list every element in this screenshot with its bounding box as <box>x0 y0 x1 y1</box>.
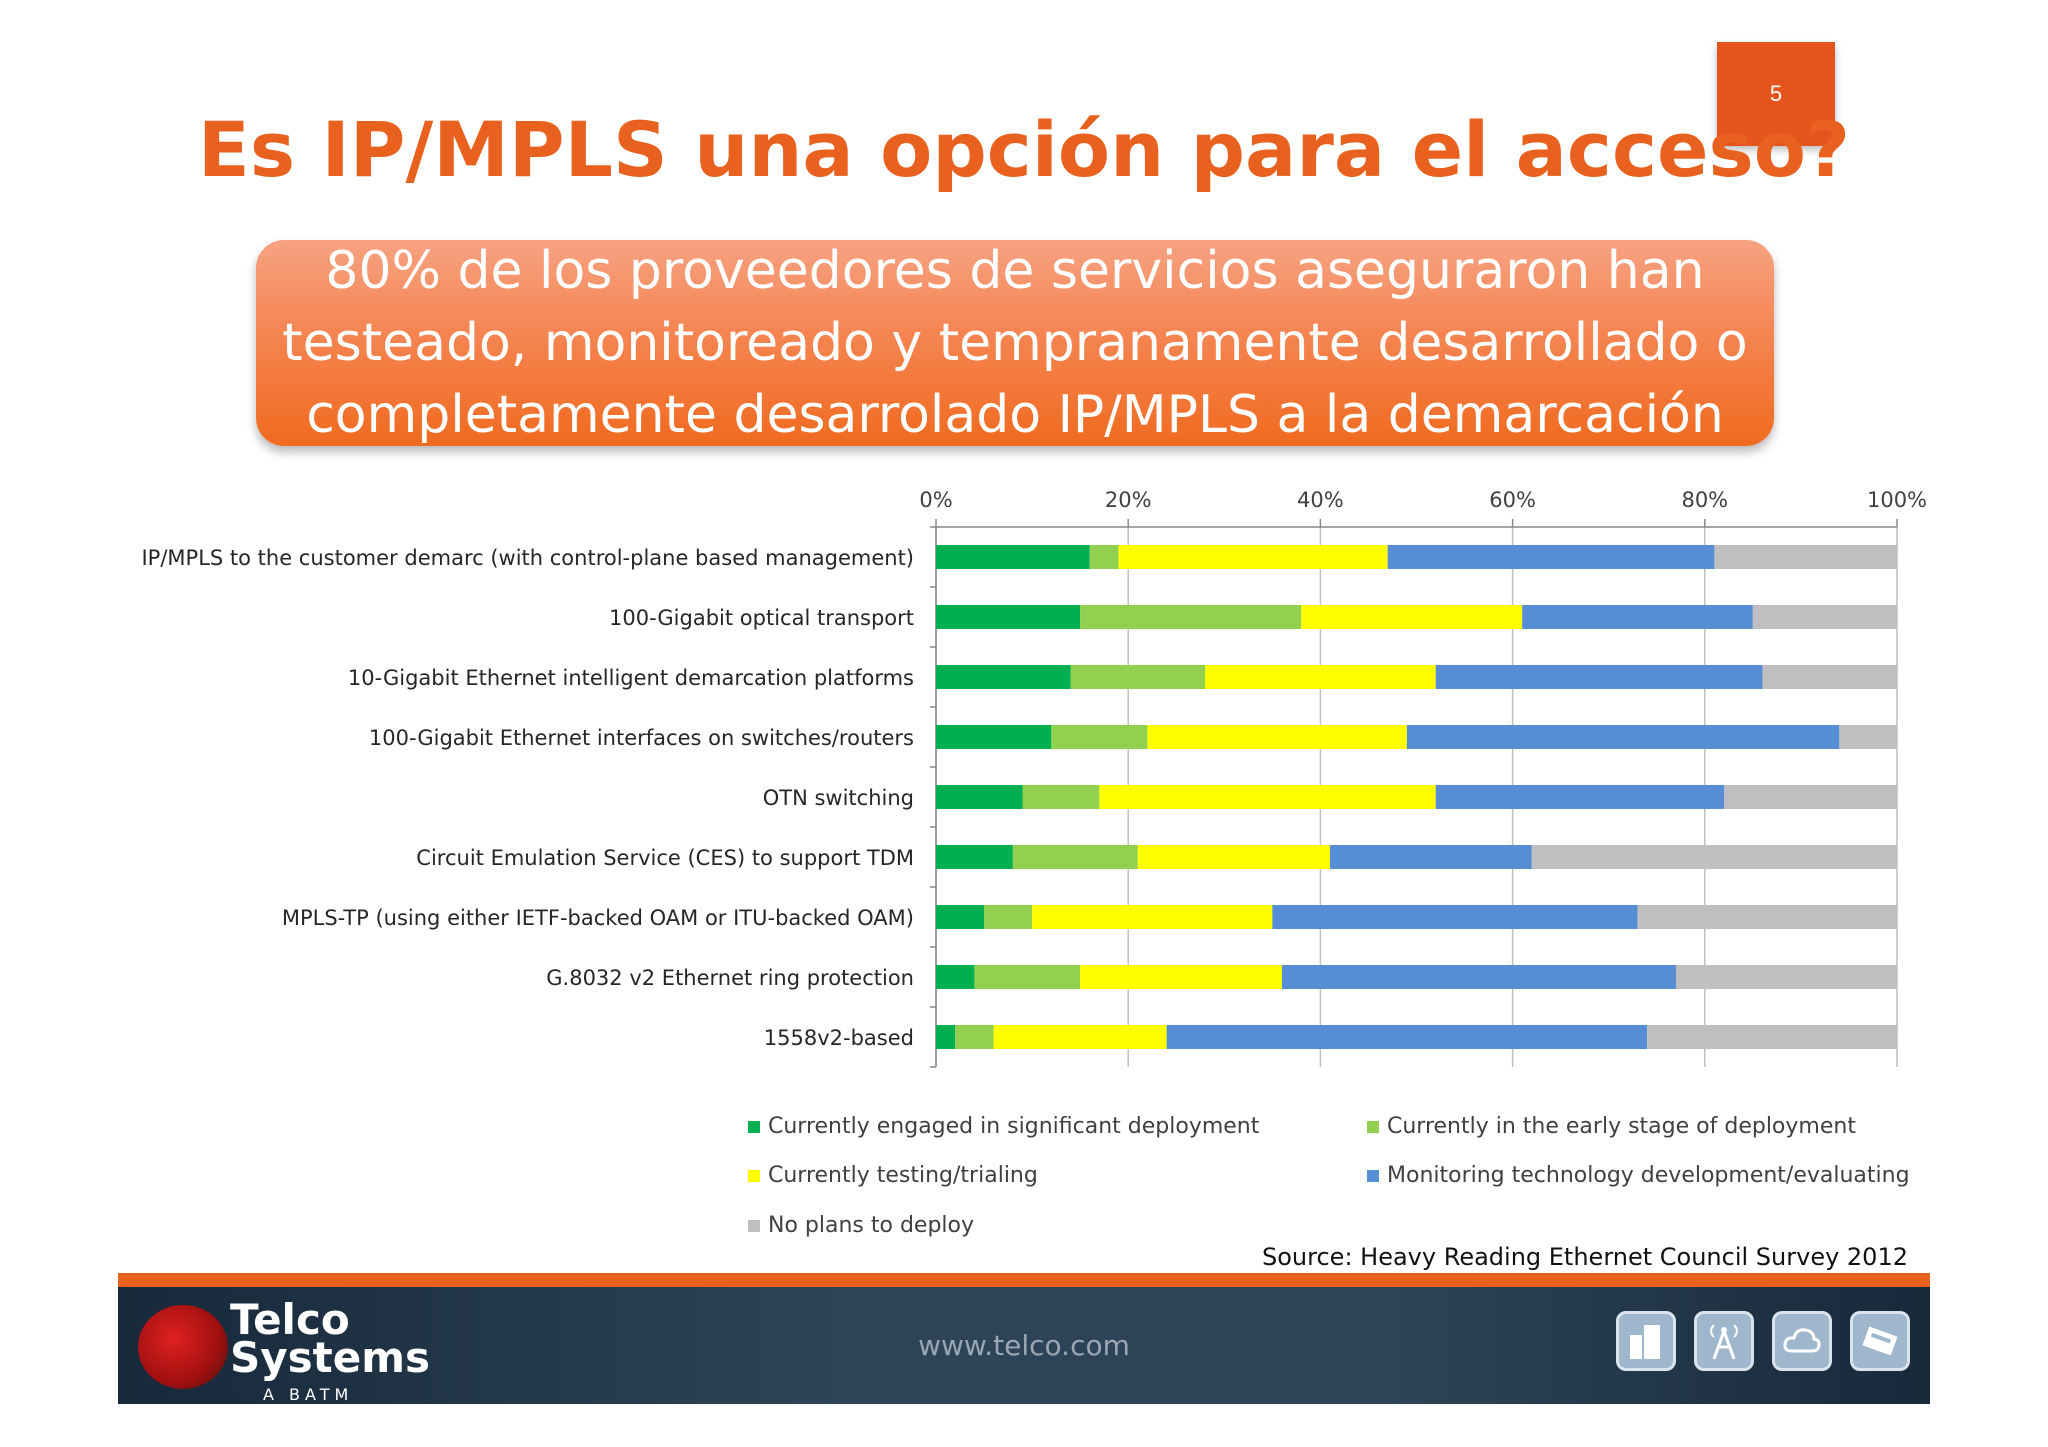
category-label: 1558v2-based <box>764 1026 914 1050</box>
bar-segment <box>936 665 1071 689</box>
bar-segment <box>1724 785 1897 809</box>
legend-item: No plans to deploy <box>748 1213 974 1238</box>
bar-segment <box>1166 1025 1648 1049</box>
logo-mark-icon <box>138 1305 228 1389</box>
antenna-tower-icon <box>1694 1311 1754 1371</box>
buildings-icon <box>1616 1311 1676 1371</box>
category-label: G.8032 v2 Ethernet ring protection <box>546 966 914 990</box>
legend-swatch <box>748 1169 760 1182</box>
logo-text-systems: Systems <box>230 1333 430 1382</box>
bar-segment <box>936 965 975 989</box>
bar-segment <box>1089 545 1119 569</box>
category-label: MPLS-TP (using either IETF-backed OAM or… <box>282 906 914 930</box>
bar-segment <box>936 725 1052 749</box>
x-tick-label: 60% <box>1489 488 1536 512</box>
x-tick-label: 80% <box>1681 488 1728 512</box>
bar-segment <box>1205 665 1436 689</box>
page-number: 5 <box>1769 81 1783 106</box>
x-tick-label: 100% <box>1867 488 1927 512</box>
legend-label: Currently engaged in significant deploym… <box>768 1114 1260 1139</box>
bar-segment <box>1147 725 1407 749</box>
legend-swatch <box>748 1120 760 1133</box>
bar-segment <box>1531 845 1897 869</box>
bar-segment <box>1839 725 1897 749</box>
banner-line-2: testeado, monitoreado y tempranamente de… <box>282 313 1748 373</box>
bar-segment <box>936 905 985 929</box>
banner-line-3: completamente desarrolado IP/MPLS a la d… <box>306 385 1724 445</box>
legend-item: Currently engaged in significant deploym… <box>748 1114 1259 1139</box>
bar-segment <box>1137 845 1331 869</box>
category-label: 10-Gigabit Ethernet intelligent demarcat… <box>348 666 914 690</box>
bar-segment <box>1022 785 1100 809</box>
bar-segment <box>936 1025 956 1049</box>
category-label: Circuit Emulation Service (CES) to suppo… <box>416 846 914 870</box>
bar-segment <box>936 545 1090 569</box>
legend-item: Currently testing/trialing <box>748 1163 1038 1188</box>
category-label: OTN switching <box>763 786 914 810</box>
cloud-icon <box>1772 1311 1832 1371</box>
bar-segment <box>1051 725 1148 749</box>
x-tick-label: 20% <box>1105 488 1152 512</box>
bar-segment <box>1752 605 1897 629</box>
logo-text-telco: Telco <box>230 1295 350 1344</box>
category-label: 100-Gigabit optical transport <box>609 606 914 630</box>
legend-swatch <box>1367 1169 1379 1182</box>
bar-segment <box>1301 605 1523 629</box>
bar-segment <box>974 965 1081 989</box>
footer-icons <box>1616 1311 1910 1371</box>
highlight-banner: 80% de los proveedores de servicios aseg… <box>256 240 1774 446</box>
legend-label: No plans to deploy <box>768 1213 975 1238</box>
footer-bar: Telco Systems A BATM Company www.telco.c… <box>118 1287 1930 1423</box>
bar-segment <box>1330 845 1532 869</box>
bar-segment <box>1080 605 1302 629</box>
legend-label: Currently testing/trialing <box>768 1163 1038 1188</box>
bar-segment <box>1032 905 1273 929</box>
bar-segment <box>936 605 1081 629</box>
bar-segment <box>1762 665 1897 689</box>
bar-segment <box>1675 965 1897 989</box>
bar-segment <box>1080 965 1282 989</box>
bar-segment <box>1647 1025 1897 1049</box>
x-tick-label: 0% <box>919 488 952 512</box>
legend-item: Monitoring technology development/evalua… <box>1367 1163 1910 1188</box>
stacked-bar-chart: 0% 20% 40% 60% 80% 100% IP/MPLS to the custome… <box>141 488 1927 1068</box>
bar-segment <box>993 1025 1167 1049</box>
bar-segment <box>1118 545 1388 569</box>
x-tick-label: 40% <box>1297 488 1344 512</box>
network-device-icon <box>1850 1311 1910 1371</box>
logo-subtitle: A BATM Company <box>263 1385 375 1423</box>
legend-label: Monitoring technology development/evalua… <box>1387 1163 1910 1188</box>
bar-segment <box>936 845 1013 869</box>
legend-swatch <box>1367 1120 1379 1133</box>
banner-line-1: 80% de los proveedores de servicios aseg… <box>325 241 1705 301</box>
bar-segment <box>984 905 1033 929</box>
footer-url[interactable]: www.telco.com <box>918 1329 1130 1362</box>
bar-segment <box>1070 665 1206 689</box>
bar-segment <box>1281 965 1676 989</box>
legend-swatch <box>748 1219 760 1232</box>
legend-item: Currently in the early stage of deployme… <box>1367 1114 1856 1139</box>
bar-segment <box>1272 905 1638 929</box>
bar-segment <box>955 1025 994 1049</box>
bar-segment <box>1714 545 1897 569</box>
bar-segment <box>1637 905 1897 929</box>
bar-segment <box>1435 665 1763 689</box>
page-number-badge: 5 <box>1717 42 1835 146</box>
source-note: Source: Heavy Reading Ethernet Council S… <box>1262 1243 1908 1271</box>
footer-accent-line <box>118 1273 1930 1287</box>
category-label: 100-Gigabit Ethernet interfaces on switc… <box>369 726 914 750</box>
bar-segment <box>1406 725 1840 749</box>
telco-systems-logo: Telco Systems A BATM Company <box>138 1295 438 1423</box>
bar-segment <box>1435 785 1725 809</box>
bar-segment <box>1012 845 1138 869</box>
bar-segment <box>936 785 1023 809</box>
category-label: IP/MPLS to the customer demarc (with con… <box>141 546 914 570</box>
slide-title: Es IP/MPLS una opción para el acceso? <box>197 105 1851 194</box>
bar-segment <box>1522 605 1753 629</box>
legend-label: Currently in the early stage of deployme… <box>1387 1114 1856 1139</box>
bar-segment <box>1387 545 1715 569</box>
bar-segment <box>1099 785 1436 809</box>
